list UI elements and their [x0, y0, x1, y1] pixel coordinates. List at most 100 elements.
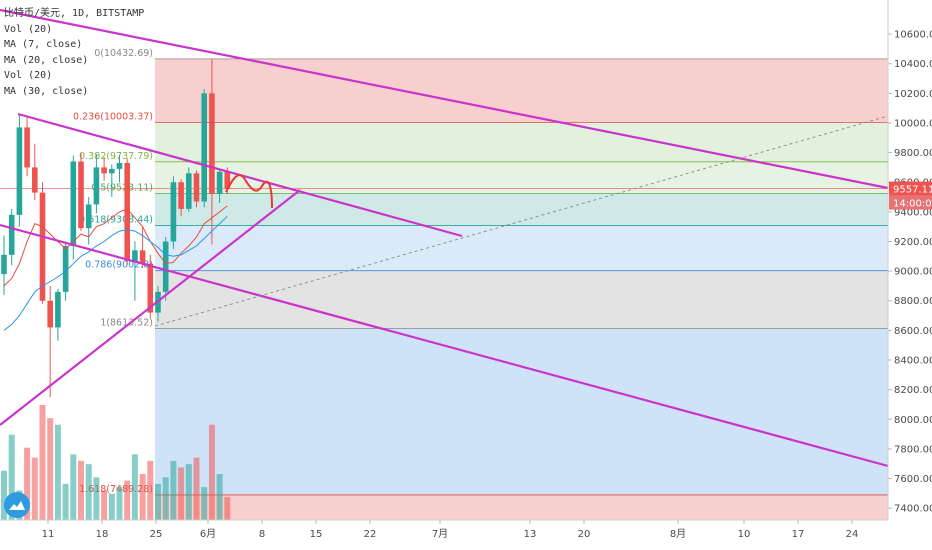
price-tick-label: 9000.00	[894, 267, 932, 278]
volume-bar	[70, 454, 77, 520]
fib-level-label: 0.236(10003.37)	[73, 111, 153, 122]
volume-bar	[170, 460, 177, 520]
volume-bar	[78, 460, 84, 520]
ma7-line	[3, 205, 228, 287]
projection-dotted-line	[154, 115, 889, 327]
candle-body	[162, 241, 169, 292]
legend-ma-20[interactable]: MA (20, close)	[4, 54, 89, 66]
fib-level-label: 1(8613.52)	[100, 317, 153, 328]
time-tick-label: 25	[150, 529, 163, 540]
time-tick-label: 17	[792, 529, 805, 540]
legend-vol-20[interactable]: Vol (20)	[4, 23, 53, 35]
current-price-value: 9557.11	[893, 185, 932, 196]
volume-bar	[54, 424, 61, 520]
trendline-ascending-support	[0, 189, 301, 426]
time-tick-label: 15	[310, 529, 323, 540]
trendline-descending-lower	[0, 223, 889, 468]
candle-body	[78, 161, 84, 229]
candle-body	[1, 254, 7, 275]
price-tick-label: 9200.00	[894, 237, 932, 248]
price-tick-label: 9800.00	[894, 148, 932, 159]
volume-bar	[93, 477, 100, 520]
volume-bar	[224, 497, 231, 520]
countdown-badge	[889, 195, 932, 210]
time-axis-bg	[0, 520, 932, 550]
time-tick-label: 7月	[432, 528, 448, 540]
volume-bar	[193, 457, 200, 520]
time-tick-label: 18	[96, 529, 109, 540]
legend-vol-20-b[interactable]: Vol (20)	[4, 70, 53, 81]
time-tick-label: 8月	[670, 528, 686, 540]
time-tick-label: 24	[846, 529, 859, 540]
indicator-legend: 比特币/美元, 1D, BITSTAMP Vol (20) MA (7, clo…	[4, 6, 144, 99]
fib-zone-7	[155, 494, 888, 520]
price-tick-label: 8800.00	[894, 296, 932, 307]
fib-level-label: 0.382(9737.79)	[79, 151, 153, 162]
candle-body	[116, 162, 123, 169]
fib-level-label: 0.786(9002.8)	[85, 260, 153, 271]
current-price-badge	[889, 181, 932, 196]
volume-bar	[47, 418, 54, 520]
volume-bar	[8, 434, 15, 520]
candle-body	[201, 93, 207, 202]
candle-body	[16, 127, 23, 215]
volume-bar	[131, 454, 138, 520]
candle-body	[216, 171, 223, 195]
volume-bar	[208, 424, 215, 520]
volume-bar	[101, 490, 108, 520]
symbol-title[interactable]: 比特币/美元, 1D, BITSTAMP	[4, 8, 145, 19]
price-tick-label: 9400.00	[894, 207, 932, 218]
price-tick-label: 8000.00	[894, 415, 932, 426]
price-axis-bg	[888, 0, 932, 550]
volume-bar	[178, 467, 185, 520]
candle-body	[170, 182, 177, 242]
candle-body	[109, 168, 115, 174]
time-tick-label: 11	[42, 529, 55, 540]
volume-bar	[62, 483, 69, 520]
candle-body	[124, 162, 130, 261]
candle-body	[24, 127, 30, 168]
candle-body	[209, 93, 215, 195]
bar-countdown: 14:00:06	[893, 199, 932, 210]
price-tick-label: 7800.00	[894, 444, 932, 455]
legend-ma-30[interactable]: MA (30, close)	[4, 85, 89, 97]
fib-zone-6	[155, 328, 888, 495]
candle-body	[62, 245, 69, 292]
ma20-line	[3, 215, 228, 331]
price-tick-label: 8200.00	[894, 385, 932, 396]
price-tick-label: 10600.00	[894, 30, 932, 41]
volume-bar	[185, 464, 192, 520]
candle-body	[186, 173, 192, 209]
candle-body	[224, 171, 231, 189]
fib-level-label: 0(10432.69)	[94, 48, 153, 59]
fib-level-label: 1.618(7489.28)	[79, 484, 153, 495]
price-tick-label: 10200.00	[894, 89, 932, 100]
time-tick-label: 22	[364, 529, 377, 540]
volume-bar	[85, 464, 92, 520]
fib-zone-1	[155, 122, 888, 162]
fib-zone-0	[155, 58, 888, 123]
volume-bar	[1, 470, 7, 520]
candle-body	[193, 173, 200, 202]
time-tick-label: 13	[524, 529, 537, 540]
time-tick-label: 10	[738, 529, 751, 540]
candle-body	[93, 167, 100, 205]
legend-ma-7[interactable]: MA (7, close)	[4, 39, 83, 50]
candle-body	[85, 204, 92, 229]
price-tick-label: 10000.00	[894, 118, 932, 129]
candle-body	[132, 250, 138, 261]
volume-bar	[24, 447, 31, 520]
price-tick-label: 8400.00	[894, 356, 932, 367]
volume-bar	[139, 474, 146, 520]
time-tick-label: 8	[259, 529, 265, 540]
fib-level-label: 0.618(9308.44)	[79, 214, 153, 225]
candle-body	[70, 161, 77, 246]
volume-bar	[116, 487, 123, 520]
volume-bar	[124, 480, 131, 520]
price-tick-label: 10400.00	[894, 59, 932, 70]
tradingview-logo-icon[interactable]	[4, 492, 30, 518]
volume-bar	[201, 487, 208, 520]
fib-zone-5	[155, 270, 888, 329]
forecast-squiggle	[225, 174, 273, 209]
